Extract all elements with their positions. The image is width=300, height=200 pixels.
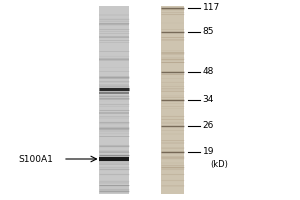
Text: 34: 34 bbox=[202, 96, 214, 104]
Bar bbox=[161, 6, 184, 194]
Bar bbox=[99, 6, 129, 194]
Text: 19: 19 bbox=[202, 148, 214, 156]
Text: (kD): (kD) bbox=[210, 160, 228, 170]
Text: S100A1: S100A1 bbox=[19, 154, 53, 164]
Text: 26: 26 bbox=[202, 121, 214, 130]
Text: 48: 48 bbox=[202, 68, 214, 76]
Text: 117: 117 bbox=[202, 3, 220, 12]
Text: 85: 85 bbox=[202, 27, 214, 36]
